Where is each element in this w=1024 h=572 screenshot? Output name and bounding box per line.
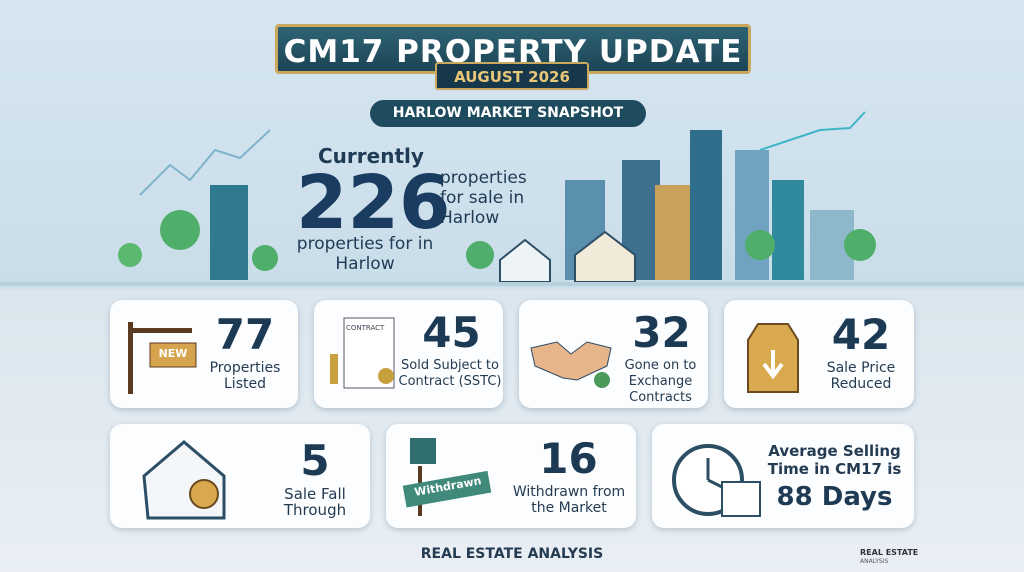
- tag: HARLOW MARKET SNAPSHOT: [370, 100, 646, 127]
- card: 32 Gone on to Exchange Contracts: [519, 300, 708, 408]
- card-label: Properties Listed: [209, 360, 281, 392]
- logo-top: REAL ESTATE: [860, 548, 919, 557]
- hero-side: properties for sale in Harlow: [440, 168, 527, 228]
- skyline: [0, 111, 1024, 286]
- withdrawn-icon: [402, 438, 492, 516]
- hero-below: properties for in Harlow: [296, 234, 434, 274]
- contract-icon: [330, 317, 395, 389]
- tag-icon: [747, 323, 799, 393]
- card: 42 Sale Price Reduced: [724, 300, 914, 408]
- card-label: Withdrawn from the Market: [512, 484, 626, 516]
- card-label: Average Selling Time in CM17 is: [767, 442, 902, 478]
- sign-icon: [128, 322, 197, 394]
- card-label: Gone on to Exchange Contracts: [624, 358, 697, 405]
- card-value: 88 Days: [776, 482, 893, 512]
- footer: REAL ESTATE ANALYSIS: [420, 546, 604, 562]
- card: Withdrawn 16 Withdrawn from the Market: [386, 424, 636, 528]
- card-label: Sold Subject to Contract (SSTC): [398, 358, 502, 389]
- card: 5 Sale Fall Through: [110, 424, 370, 528]
- house-icon: [142, 440, 226, 520]
- hero-count: 226: [296, 160, 451, 246]
- card-label: Sale Fall Through: [283, 485, 347, 519]
- icon-text: CONTRACT: [346, 324, 385, 332]
- card: Average Selling Time in CM17 is 88 Days: [652, 424, 914, 528]
- card-value: 16: [539, 434, 598, 483]
- card-label: Sale Price Reduced: [826, 360, 896, 392]
- card: CONTRACT 45 Sold Subject to Contract (SS…: [314, 300, 503, 408]
- logo-bottom: ANALYSIS: [860, 558, 889, 565]
- card-value: 42: [831, 310, 891, 359]
- card-value: 45: [422, 308, 481, 357]
- card: NEW 77 Properties Listed: [110, 300, 298, 408]
- subtitle: AUGUST 2026: [435, 62, 589, 90]
- card-value: 5: [300, 436, 330, 485]
- icon-text: NEW: [158, 347, 188, 360]
- card-value: 77: [215, 310, 275, 359]
- handshake-icon: [530, 341, 612, 388]
- hero-lead: Currently: [318, 144, 424, 168]
- clock-icon: [672, 444, 761, 517]
- card-value: 32: [632, 308, 691, 357]
